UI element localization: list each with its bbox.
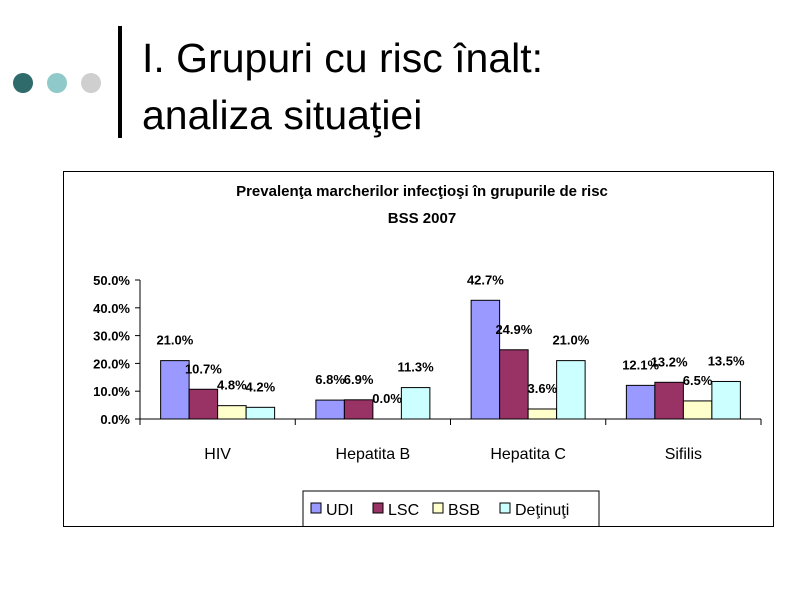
- chart-subtitle: BSS 2007: [388, 210, 456, 227]
- y-tick-label: 10.0%: [93, 384, 130, 399]
- chart-data-labels: 21.0% 6.8% 42.7% 12.1% 10.7% 6.9% 24.9% 13.2% 4.…: [156, 272, 745, 406]
- legend-swatch: [499, 502, 511, 514]
- bar: [711, 380, 741, 420]
- bar: [245, 406, 276, 420]
- legend-label: BSB: [448, 502, 480, 519]
- data-label: 24.9%: [495, 322, 532, 337]
- legend-swatch: [372, 502, 384, 514]
- bar: [160, 360, 190, 420]
- data-label: 6.8%: [315, 372, 345, 387]
- bullet-dot-light: [47, 73, 67, 93]
- chart-bars: [160, 299, 741, 420]
- legend-box: [302, 490, 600, 526]
- data-label: 4.8%: [217, 378, 247, 393]
- data-label: 13.2%: [651, 354, 688, 369]
- data-label: 13.5%: [708, 353, 745, 368]
- bar: [400, 387, 431, 420]
- y-tick-label: 30.0%: [93, 329, 130, 344]
- legend-swatch: [432, 502, 444, 514]
- bar: [556, 360, 586, 420]
- bullet-dot-dark: [13, 73, 33, 93]
- chart: Prevalenţa marcherilor infecţioşi în gru…: [93, 183, 762, 526]
- x-tick-label: HIV: [204, 446, 231, 463]
- data-label: 6.5%: [683, 373, 713, 388]
- data-label: 42.7%: [467, 272, 504, 287]
- data-label: 21.0%: [156, 333, 193, 348]
- bar: [499, 349, 529, 420]
- data-label: 10.7%: [185, 361, 222, 376]
- bar: [470, 299, 501, 420]
- title-divider: [118, 26, 122, 138]
- chart-title: Prevalenţa marcherilor infecţioşi în gru…: [236, 183, 608, 200]
- data-label: 4.2%: [246, 379, 276, 394]
- legend-swatch: [310, 502, 322, 514]
- data-label: 12.1%: [622, 357, 659, 372]
- bar: [654, 381, 684, 420]
- y-tick-label: 50.0%: [93, 273, 130, 288]
- bar: [188, 388, 219, 420]
- x-tick-label: Sifilis: [665, 446, 702, 463]
- slide-title-line2: analiza situaţiei: [142, 92, 423, 138]
- x-tick-label: Hepatita B: [336, 446, 411, 463]
- data-label: 3.6%: [528, 381, 558, 396]
- bar: [527, 408, 558, 420]
- chart-legend: UDI LSC BSB Deţinuţi: [302, 490, 600, 526]
- bar: [625, 384, 656, 420]
- bar: [315, 399, 345, 420]
- y-tick-label: 20.0%: [93, 356, 130, 371]
- bar: [217, 405, 247, 420]
- legend-label: LSC: [388, 502, 419, 519]
- chart-axes: 50.0% 40.0% 30.0% 20.0% 10.0% 0.0% HIV Hepatita…: [93, 273, 762, 463]
- bullet-dot-gray: [81, 73, 101, 93]
- y-tick-label: 0.0%: [100, 412, 130, 427]
- bar: [343, 399, 374, 420]
- data-label: 21.0%: [552, 333, 589, 348]
- data-label: 11.3%: [398, 360, 435, 375]
- slide-title-line1: I. Grupuri cu risc înalt:: [142, 35, 544, 81]
- legend-label: UDI: [326, 502, 354, 519]
- bar: [682, 400, 713, 420]
- data-label: 6.9%: [344, 372, 374, 387]
- x-tick-label: Hepatita C: [490, 446, 566, 463]
- data-label: 0.0%: [372, 391, 402, 406]
- y-tick-label: 40.0%: [93, 301, 130, 316]
- chart-frame: Prevalenţa marcherilor infecţioşi în gru…: [63, 171, 774, 527]
- legend-label: Deţinuţi: [515, 502, 569, 519]
